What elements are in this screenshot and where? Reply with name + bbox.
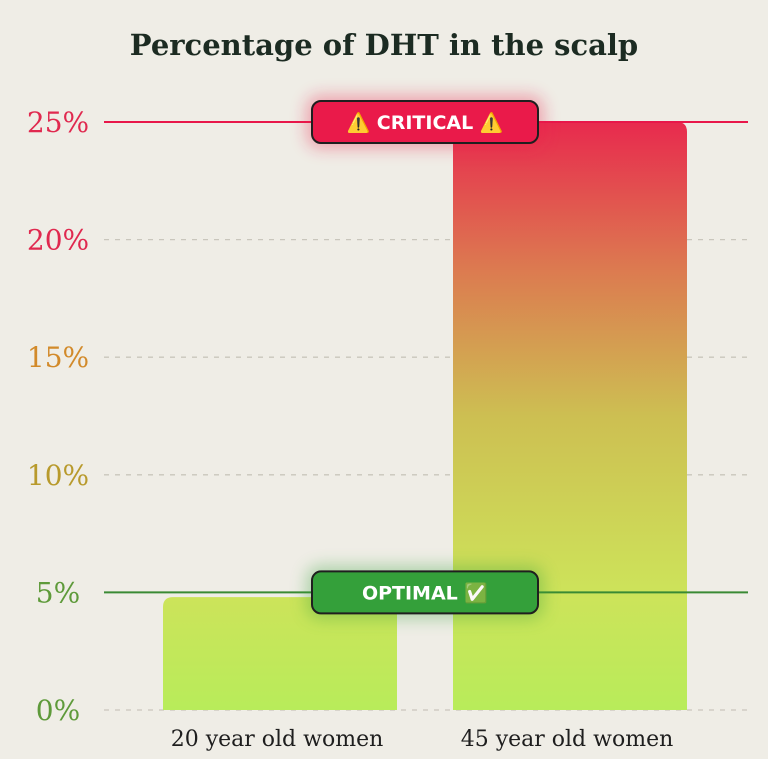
x-axis-labels: 20 year old women 45 year old women <box>171 727 674 752</box>
y-tick-label: 0% <box>36 694 80 727</box>
y-tick-label: 25% <box>27 106 89 139</box>
reference-lines: ⚠️ CRITICAL ⚠️ OPTIMAL ✅ <box>104 95 748 620</box>
critical-badge: ⚠️ CRITICAL ⚠️ <box>306 95 544 149</box>
y-tick-label: 20% <box>27 224 89 257</box>
x-category-label: 45 year old women <box>461 727 674 752</box>
x-category-label: 20 year old women <box>171 727 384 752</box>
y-axis-ticks: 0% 5% 10% 15% 20% 25% <box>27 106 89 727</box>
bar-twenty-year-old <box>163 597 397 710</box>
optimal-badge: OPTIMAL ✅ <box>306 565 544 620</box>
grid-lines <box>104 238 748 711</box>
chart-title: Percentage of DHT in the scalp <box>130 28 638 62</box>
y-tick-label: 10% <box>27 459 89 492</box>
y-tick-label: 15% <box>27 341 89 374</box>
reference-label: ⚠️ CRITICAL ⚠️ <box>347 111 504 134</box>
reference-label: OPTIMAL ✅ <box>362 581 488 604</box>
bar-forty-five-year-old <box>453 122 687 710</box>
y-tick-label: 5% <box>36 576 80 609</box>
bars <box>163 122 687 710</box>
